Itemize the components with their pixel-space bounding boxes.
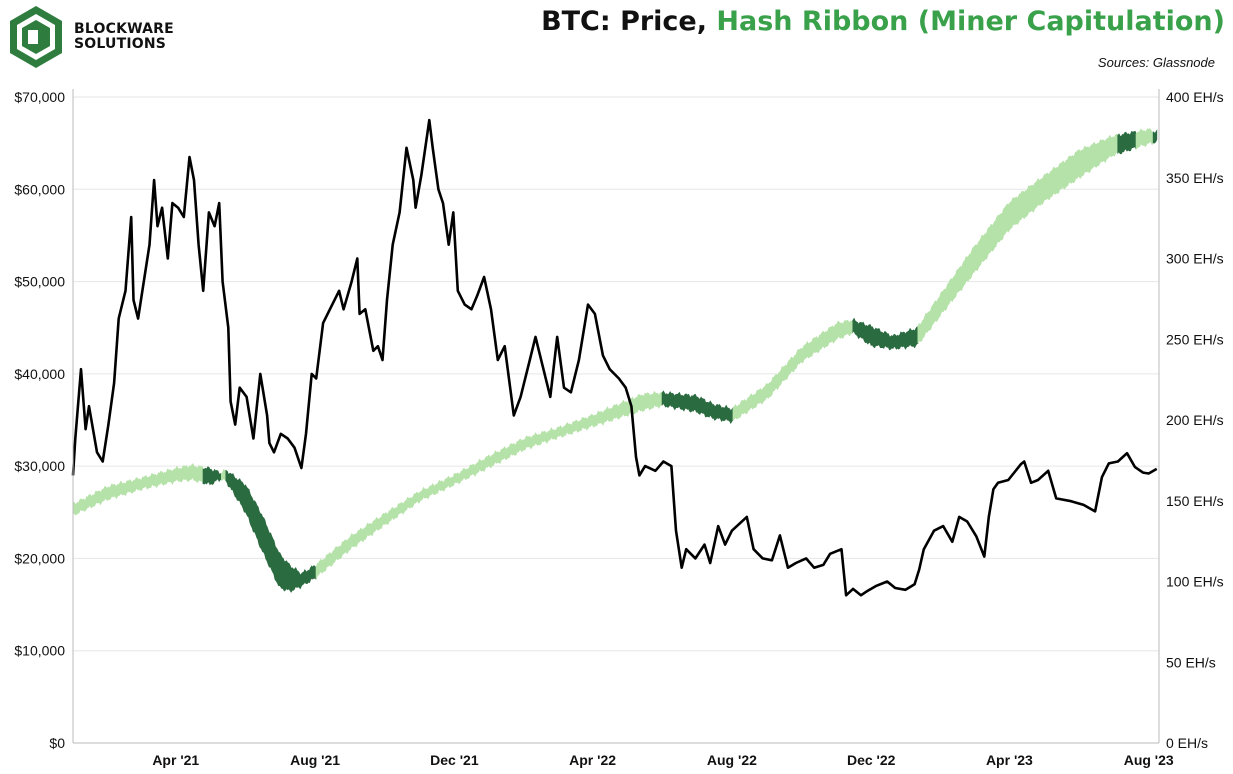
hash-ribbon xyxy=(72,128,1158,593)
x-tick-label: Apr '21 xyxy=(152,752,199,768)
brand-name: BLOCKWARE SOLUTIONS xyxy=(74,22,174,52)
chart-title: BTC: Price, Hash Ribbon (Miner Capitulat… xyxy=(541,6,1225,37)
y-left-tick-label: $10,000 xyxy=(14,643,65,659)
x-tick-label: Apr '22 xyxy=(569,752,616,768)
y-left-tick-label: $30,000 xyxy=(14,458,65,474)
y-left-tick-label: $0 xyxy=(49,735,65,751)
ribbon-normal-segment xyxy=(315,390,663,579)
ribbon-capitulation-segment xyxy=(852,317,919,351)
y-right-tick-label: 350 EH/s xyxy=(1166,170,1224,186)
ribbon-normal-segment xyxy=(72,463,204,516)
y-left-tick-label: $60,000 xyxy=(14,181,65,197)
source-note: Sources: Glassnode xyxy=(1097,55,1215,70)
y-right-tick-label: 250 EH/s xyxy=(1166,331,1224,347)
brand-line1: BLOCKWARE xyxy=(74,21,174,37)
title-part1: BTC: Price, xyxy=(541,6,717,37)
ribbon-capitulation-segment xyxy=(202,466,222,486)
price-line xyxy=(71,118,1158,597)
x-tick-label: Aug '22 xyxy=(707,752,757,768)
ribbon-capitulation-segment xyxy=(1117,130,1137,155)
title-part2: Hash Ribbon (Miner Capitulation) xyxy=(716,6,1225,37)
y-right-tick-label: 200 EH/s xyxy=(1166,412,1224,428)
y-right-tick-label: 300 EH/s xyxy=(1166,251,1224,267)
y-left-tick-label: $40,000 xyxy=(14,366,65,382)
y-right-tick-label: 100 EH/s xyxy=(1166,574,1224,590)
ribbon-capitulation-segment xyxy=(1152,129,1158,144)
y-right-tick-label: 400 EH/s xyxy=(1166,89,1224,105)
x-tick-label: Dec '22 xyxy=(847,752,896,768)
price-series xyxy=(71,118,1158,597)
axes: $0 $10,000 $20,000 $30,000 $40,000 $50,000 $60… xyxy=(14,89,1224,768)
logo: BLOCKWARE SOLUTIONS xyxy=(6,4,174,70)
x-tick-label: Dec '21 xyxy=(430,752,479,768)
x-tick-label: Aug '23 xyxy=(1124,752,1174,768)
y-left-tick-label: $20,000 xyxy=(14,550,65,566)
x-tick-label: Aug '21 xyxy=(290,752,340,768)
x-tick-label: Apr '23 xyxy=(986,752,1033,768)
y-right-tick-label: 50 EH/s xyxy=(1166,654,1216,670)
ribbon-capitulation-segment xyxy=(225,469,317,593)
y-left-tick-label: $70,000 xyxy=(14,89,65,105)
ribbon-normal-segment xyxy=(1135,128,1154,151)
ribbon-capitulation-segment xyxy=(661,390,734,425)
blockware-logo-icon xyxy=(10,6,62,68)
ribbon-normal-segment xyxy=(917,133,1119,344)
y-right-tick-label: 0 EH/s xyxy=(1166,735,1208,751)
y-right-tick-label: 150 EH/s xyxy=(1166,493,1224,509)
ribbon-normal-segment xyxy=(221,469,227,482)
y-left-tick-label: $50,000 xyxy=(14,274,65,290)
ribbon-normal-segment xyxy=(732,319,854,421)
brand-line2: SOLUTIONS xyxy=(74,36,167,52)
